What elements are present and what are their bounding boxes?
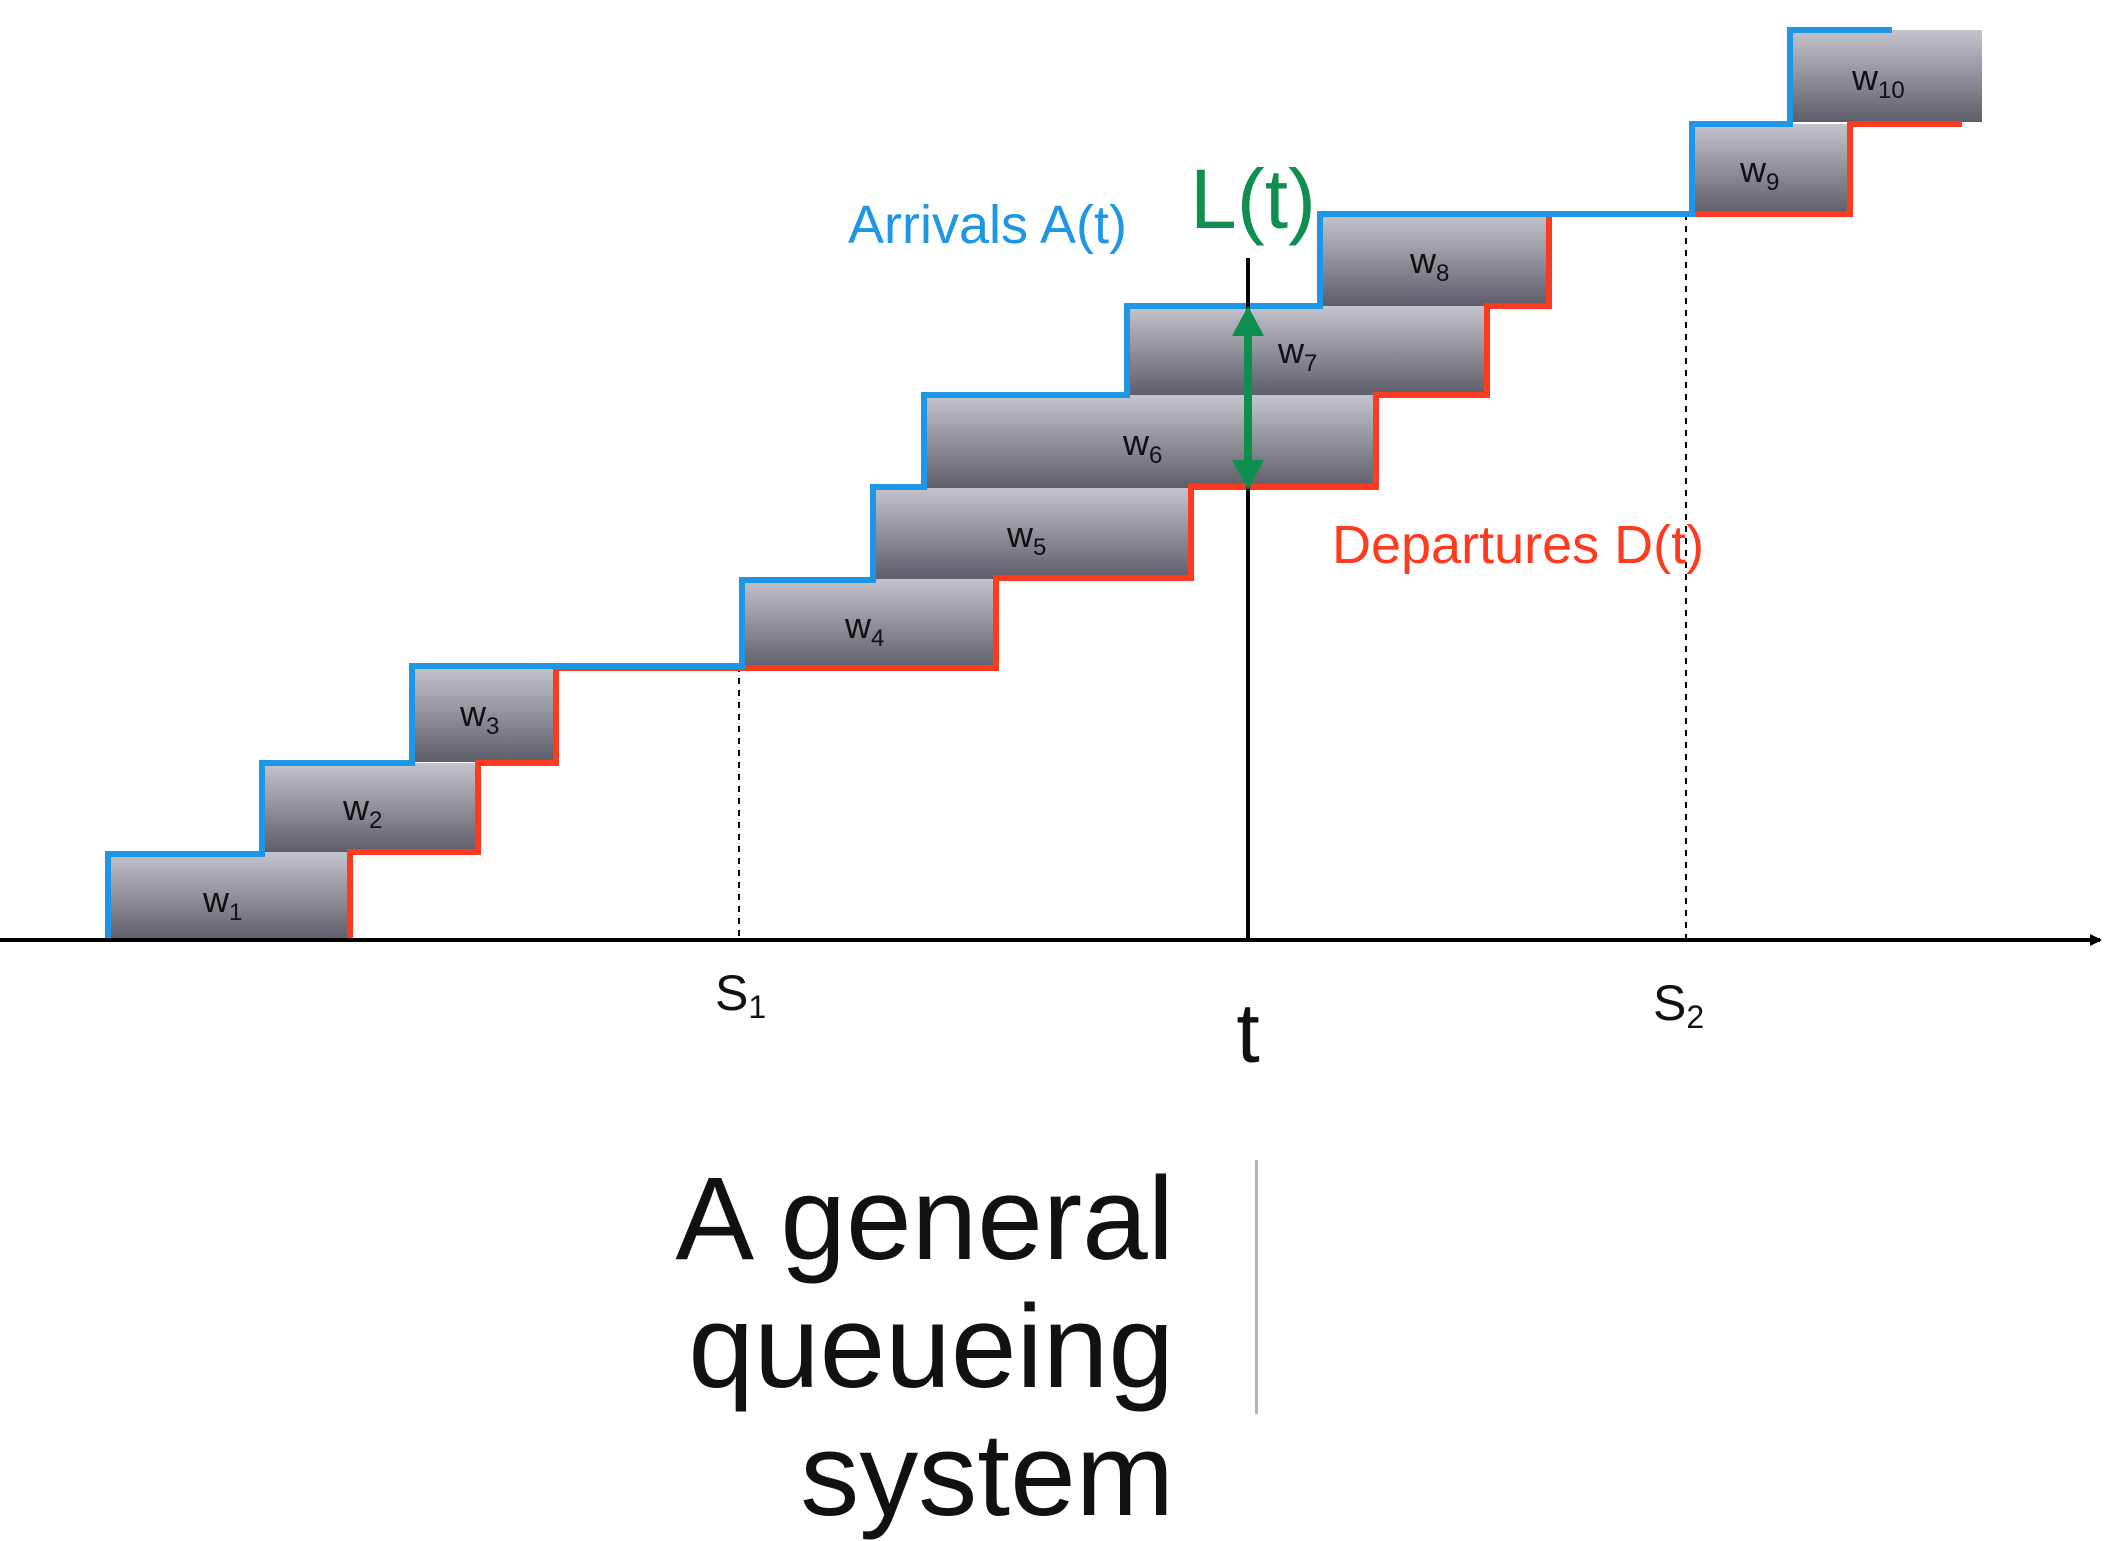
arrivals-staircase xyxy=(105,27,1892,940)
customer-block-w5 xyxy=(873,487,1191,579)
customer-label-w1: w1 xyxy=(202,879,242,926)
queue-length-double-arrow xyxy=(1232,306,1264,490)
slide-title-line1: A general queueing xyxy=(675,1153,1174,1413)
customer-label-w2: w2 xyxy=(342,787,382,834)
customer-label-w10: w10 xyxy=(1851,57,1905,104)
customer-block-w9 xyxy=(1692,124,1850,214)
departures-label: Departures D(t) xyxy=(1332,515,1704,575)
customer-block-w2 xyxy=(262,763,478,852)
customer-label-w4: w4 xyxy=(844,605,884,652)
customer-block-w10 xyxy=(1790,30,1982,122)
customer-block-w1 xyxy=(108,852,350,940)
customer-block-w7 xyxy=(1127,306,1487,395)
customer-label-w3: w3 xyxy=(459,693,499,740)
customer-label-w5: w5 xyxy=(1006,514,1046,561)
customer-block-w4 xyxy=(742,578,996,670)
customer-label-w7: w7 xyxy=(1277,330,1317,377)
arrivals-label: Arrivals A(t) xyxy=(848,195,1127,255)
s2-label: S2 xyxy=(1653,975,1704,1035)
customer-block-w8 xyxy=(1320,214,1549,306)
queueing-diagram: w1 w2 w3 w4 w5 w6 w7 w8 w9 w10 Arrivals … xyxy=(0,27,2102,1080)
title-divider xyxy=(1255,1160,1258,1414)
time-t-label: t xyxy=(1236,986,1259,1080)
customer-label-w9: w9 xyxy=(1739,149,1779,196)
customer-label-w6: w6 xyxy=(1122,422,1162,469)
s1-label: S1 xyxy=(715,965,766,1025)
queue-length-label: L(t) xyxy=(1190,152,1316,246)
customer-blocks xyxy=(108,30,1982,940)
slide-title: A general queueing system xyxy=(174,1155,1174,1539)
customer-block-w6 xyxy=(924,395,1376,488)
customer-label-w8: w8 xyxy=(1409,240,1449,287)
slide-title-line2: system xyxy=(800,1409,1174,1541)
customer-block-w3 xyxy=(412,666,556,762)
